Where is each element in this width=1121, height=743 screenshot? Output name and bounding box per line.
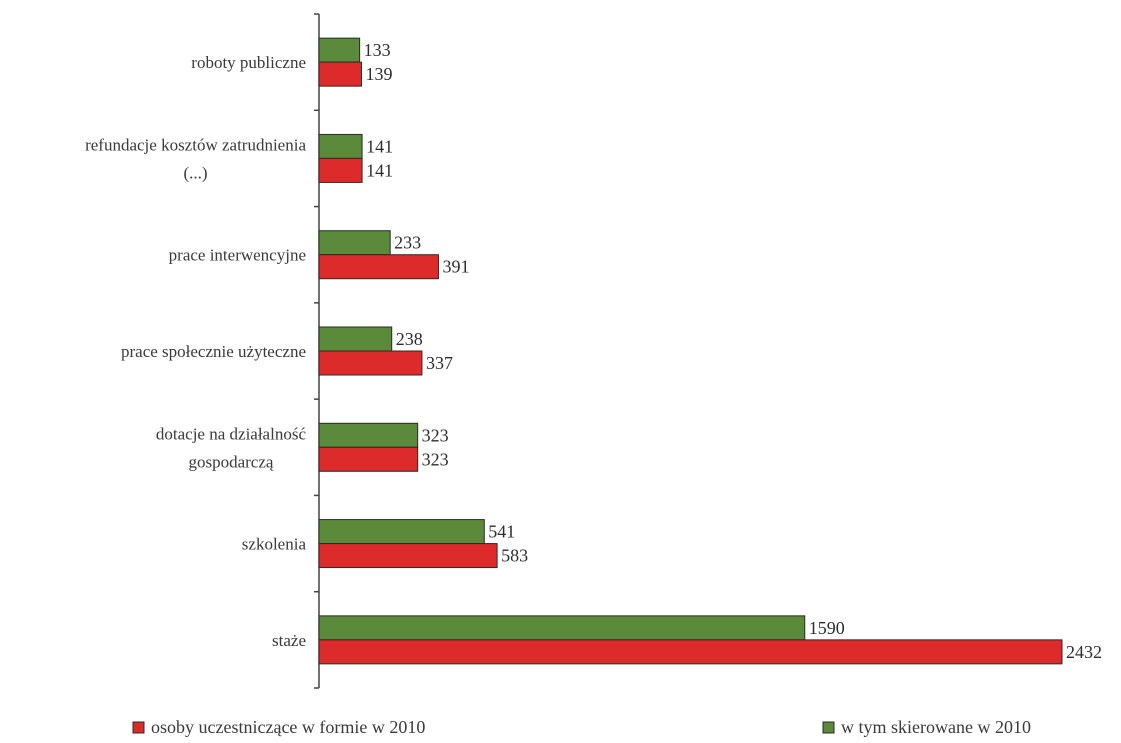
bar-skierowane-4 (318, 422, 419, 448)
category-label: szkolenia (242, 535, 307, 554)
category-label: roboty publiczne (191, 53, 306, 72)
y-axis (314, 13, 320, 689)
value-label: 133 (364, 40, 391, 60)
legend-label: w tym skierowane w 2010 (841, 717, 1031, 737)
value-label: 541 (488, 522, 515, 542)
value-label: 141 (366, 136, 393, 156)
category-label: (...) (184, 163, 208, 182)
bar-skierowane-0 (318, 37, 361, 63)
value-label: 323 (422, 449, 449, 469)
legend: osoby uczestniczące w formie w 2010 w tym… (132, 717, 1031, 737)
category-label: dotacje na działalność (156, 424, 307, 443)
legend-swatch (132, 721, 145, 734)
value-label: 337 (426, 353, 453, 373)
bar-uczestniczace-0 (318, 61, 362, 87)
value-label: 1590 (809, 618, 845, 638)
bar-skierowane-3 (318, 326, 393, 352)
bar-uczestniczace-3 (318, 350, 423, 376)
bars (318, 37, 1063, 665)
bar-skierowane-5 (318, 519, 485, 545)
category-label: prace interwencyjne (169, 246, 306, 265)
category-label: refundacje kosztów zatrudnienia (85, 135, 306, 154)
value-label: 323 (422, 425, 449, 445)
category-label: gospodarczą (188, 452, 273, 471)
value-label: 141 (366, 160, 393, 180)
value-label: 391 (442, 257, 469, 277)
value-label: 233 (394, 233, 421, 253)
bar-uczestniczace-2 (318, 254, 439, 280)
bar-uczestniczace-5 (318, 543, 498, 569)
bar-skierowane-2 (318, 230, 391, 256)
value-label: 139 (365, 64, 392, 84)
bar-uczestniczace-1 (318, 157, 363, 183)
category-label: staże (272, 631, 306, 650)
value-label: 2432 (1066, 642, 1102, 662)
bar-uczestniczace-6 (318, 639, 1063, 665)
value-label: 238 (396, 329, 423, 349)
category-label: prace społecznie użyteczne (121, 342, 306, 361)
legend-swatch (822, 721, 835, 734)
labels: 133 139 roboty publiczne 141 141 refundacje k… (85, 40, 1102, 662)
bar-skierowane-1 (318, 133, 363, 159)
value-label: 583 (501, 546, 528, 566)
bar-skierowane-6 (318, 615, 806, 641)
bar-uczestniczace-4 (318, 446, 419, 472)
legend-label: osoby uczestniczące w formie w 2010 (151, 717, 425, 737)
